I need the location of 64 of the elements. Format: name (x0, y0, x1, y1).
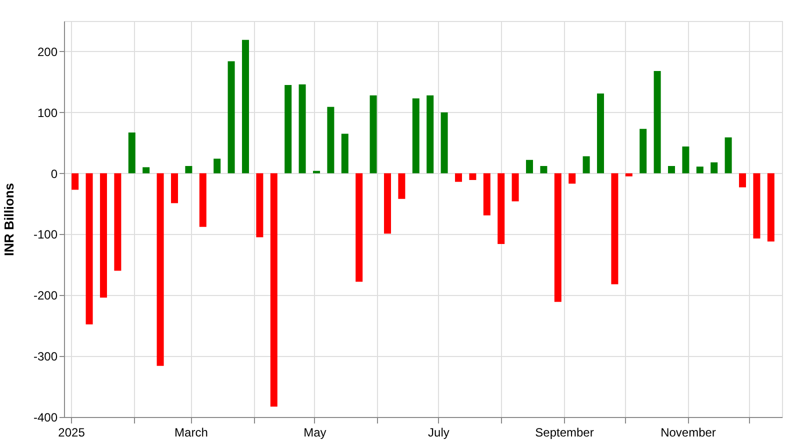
bar (341, 134, 348, 174)
bar (640, 128, 647, 174)
y-tick-label: 0 (50, 166, 58, 181)
bar (597, 94, 604, 174)
bar (724, 137, 732, 174)
bar (100, 173, 107, 298)
bar (526, 160, 534, 174)
bar (312, 170, 320, 174)
bar (739, 173, 746, 188)
bar (228, 61, 235, 174)
bar (170, 173, 178, 204)
bar (767, 173, 774, 242)
bar (156, 173, 164, 366)
bar (370, 95, 377, 174)
bar (384, 173, 391, 234)
bar (256, 173, 264, 238)
bar (696, 166, 704, 174)
bar (356, 173, 363, 282)
y-tick-label: -200 (33, 288, 58, 303)
bar (284, 84, 292, 174)
y-tick-label: -400 (33, 410, 58, 424)
bar (483, 173, 490, 216)
bar (86, 173, 93, 324)
bar (554, 173, 562, 302)
x-tick-label: September (535, 426, 594, 440)
bar (568, 173, 576, 184)
bar (72, 173, 79, 190)
bar (611, 173, 618, 284)
x-tick-label: May (304, 426, 326, 440)
bar (298, 84, 306, 174)
y-tick-label: 100 (37, 106, 58, 120)
bar (753, 173, 760, 238)
bar (327, 106, 334, 174)
y-tick-label: -100 (33, 228, 58, 242)
bar (128, 132, 136, 174)
bar (498, 173, 505, 244)
y-axis-title: INR Billions (2, 183, 16, 256)
x-tick-label: July (428, 426, 450, 440)
x-tick-label: 2025 (58, 426, 86, 440)
bar (199, 173, 206, 227)
bar (242, 40, 249, 174)
bar (455, 173, 462, 182)
bar (582, 156, 590, 174)
bar (398, 173, 406, 199)
bar (214, 158, 221, 174)
bar (540, 166, 548, 174)
bar (142, 167, 150, 174)
x-tick-label: November (660, 426, 716, 440)
bar (185, 166, 192, 174)
bar (114, 173, 122, 271)
y-tick-label: 200 (37, 44, 58, 59)
bar (654, 70, 661, 174)
bar (426, 95, 434, 174)
bar (270, 173, 278, 407)
bar (512, 173, 519, 202)
bar (710, 162, 718, 174)
bar (682, 146, 690, 174)
bar (625, 173, 632, 176)
bar (668, 166, 676, 174)
bar (412, 98, 420, 174)
y-tick-label: -300 (33, 350, 58, 364)
bar (440, 112, 448, 174)
x-tick-label: March (174, 426, 208, 440)
bar (469, 173, 476, 180)
